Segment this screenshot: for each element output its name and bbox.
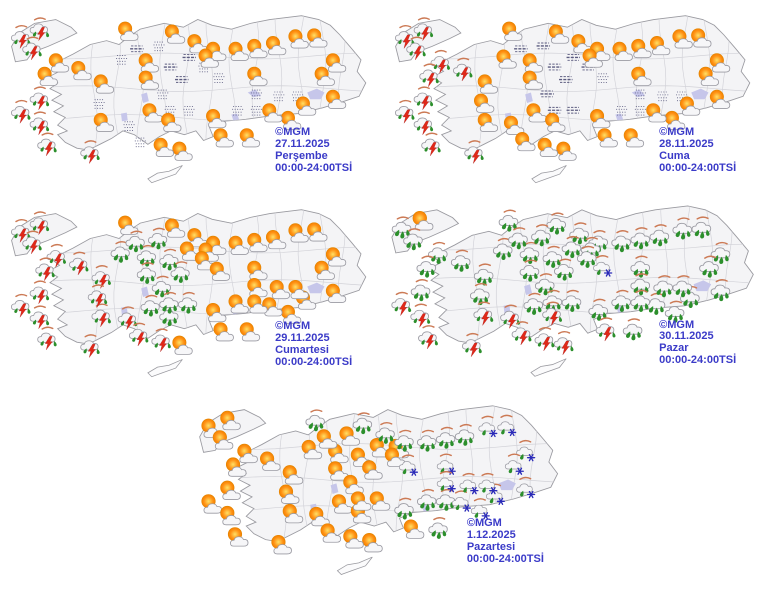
thunderstorm-icon xyxy=(417,325,440,350)
map-timerange: 00:00-24:00TSİ xyxy=(466,552,544,565)
thunderstorm-icon xyxy=(29,305,51,330)
map-day: Cuma xyxy=(659,149,690,162)
sun-cloud-icon xyxy=(403,519,425,539)
sun-cloud-icon xyxy=(597,128,618,148)
thunderstorm-icon xyxy=(29,111,51,136)
thunderstorm-icon xyxy=(595,317,617,342)
map-timerange: 00:00-24:00TSİ xyxy=(659,354,737,367)
thunderstorm-icon xyxy=(413,111,435,136)
map-day: Pazar xyxy=(659,342,689,355)
rain-icon xyxy=(427,241,448,265)
map-day: Pazartesi xyxy=(466,541,516,554)
sun-cloud-icon xyxy=(239,322,261,342)
thunderstorm-icon xyxy=(29,86,51,111)
map-label: ©MGM 27.11.2025 Perşembe 00:00-24:00TSİ xyxy=(275,126,353,175)
map-date: 27.11.2025 xyxy=(275,137,330,150)
thunderstorm-icon xyxy=(420,132,442,157)
thunderstorm-icon xyxy=(10,293,32,318)
thunderstorm-icon xyxy=(413,86,435,111)
thunderstorm-icon xyxy=(391,291,413,317)
sun-cloud-icon xyxy=(501,21,523,41)
thunderstorm-icon xyxy=(36,132,58,157)
map-copyright: ©MGM xyxy=(275,126,311,139)
thunderstorm-icon xyxy=(553,330,575,356)
sun-cloud-icon xyxy=(343,528,364,549)
sun-cloud-icon xyxy=(117,21,139,41)
forecast-map-3: ©MGM 29.11.2025 Cumartesi 00:00-24:00TSİ xyxy=(2,202,384,394)
forecast-map-5: ©MGM 1.12.2025 Pazartesi 00:00-24:00TSİ xyxy=(188,398,578,592)
turkey-map xyxy=(394,15,751,184)
rain-icon xyxy=(410,279,431,302)
map-copyright: ©MGM xyxy=(275,320,311,333)
forecast-map-4: ©MGM 30.11.2025 Pazar 00:00-24:00TSİ xyxy=(386,198,768,394)
turkey-map xyxy=(199,405,559,575)
turkey-map xyxy=(10,209,367,378)
thunderstorm-icon xyxy=(29,280,51,305)
map-timerange: 00:00-24:00TSİ xyxy=(275,161,353,174)
sun-cloud-icon xyxy=(361,532,383,553)
map-label: ©MGM 30.11.2025 Pazar 00:00-24:00TSİ xyxy=(659,318,737,368)
map-date: 1.12.2025 xyxy=(466,529,516,542)
forecast-map-1: ©MGM 27.11.2025 Perşembe 00:00-24:00TSİ xyxy=(2,8,384,200)
turkey-map xyxy=(10,15,367,184)
map-day: Cumartesi xyxy=(275,343,329,356)
map-day: Perşembe xyxy=(275,149,328,162)
map-copyright: ©MGM xyxy=(659,318,695,331)
sun-cloud-icon xyxy=(623,128,645,148)
turkey-map xyxy=(391,205,754,377)
sun-cloud-icon xyxy=(220,480,241,501)
sun-cloud-icon xyxy=(239,128,261,148)
thunderstorm-icon xyxy=(36,326,58,351)
sun-cloud-icon xyxy=(213,128,234,148)
map-label: ©MGM 1.12.2025 Pazartesi 00:00-24:00TSİ xyxy=(466,517,544,566)
map-date: 29.11.2025 xyxy=(275,331,330,344)
rain-icon xyxy=(428,517,449,540)
map-date: 28.11.2025 xyxy=(659,137,714,150)
map-copyright: ©MGM xyxy=(659,126,695,139)
map-copyright: ©MGM xyxy=(466,517,502,530)
thunderstorm-icon xyxy=(394,99,416,124)
sun-cloud-icon xyxy=(172,141,193,161)
map-label: ©MGM 29.11.2025 Cumartesi 00:00-24:00TSİ xyxy=(275,320,353,369)
map-label: ©MGM 28.11.2025 Cuma 00:00-24:00TSİ xyxy=(659,126,737,175)
sun-cloud-icon xyxy=(213,322,234,342)
sun-cloud-icon xyxy=(271,534,292,555)
thunderstorm-icon xyxy=(410,303,432,329)
map-date: 30.11.2025 xyxy=(659,330,714,343)
sun-cloud-icon xyxy=(220,505,241,526)
map-timerange: 00:00-24:00TSİ xyxy=(659,161,737,174)
thunderstorm-icon xyxy=(10,99,32,124)
forecast-map-2: ©MGM 28.11.2025 Cuma 00:00-24:00TSİ xyxy=(386,8,768,200)
sun-cloud-icon xyxy=(537,137,559,157)
sun-cloud-icon xyxy=(172,335,193,355)
rain-icon xyxy=(622,318,643,342)
sun-cloud-icon xyxy=(201,494,222,514)
sun-cloud-icon xyxy=(556,141,577,161)
rain-icon xyxy=(305,409,326,432)
sun-cloud-icon xyxy=(227,527,249,547)
sun-cloud-icon xyxy=(153,137,175,157)
map-timerange: 00:00-24:00TSİ xyxy=(275,355,353,368)
